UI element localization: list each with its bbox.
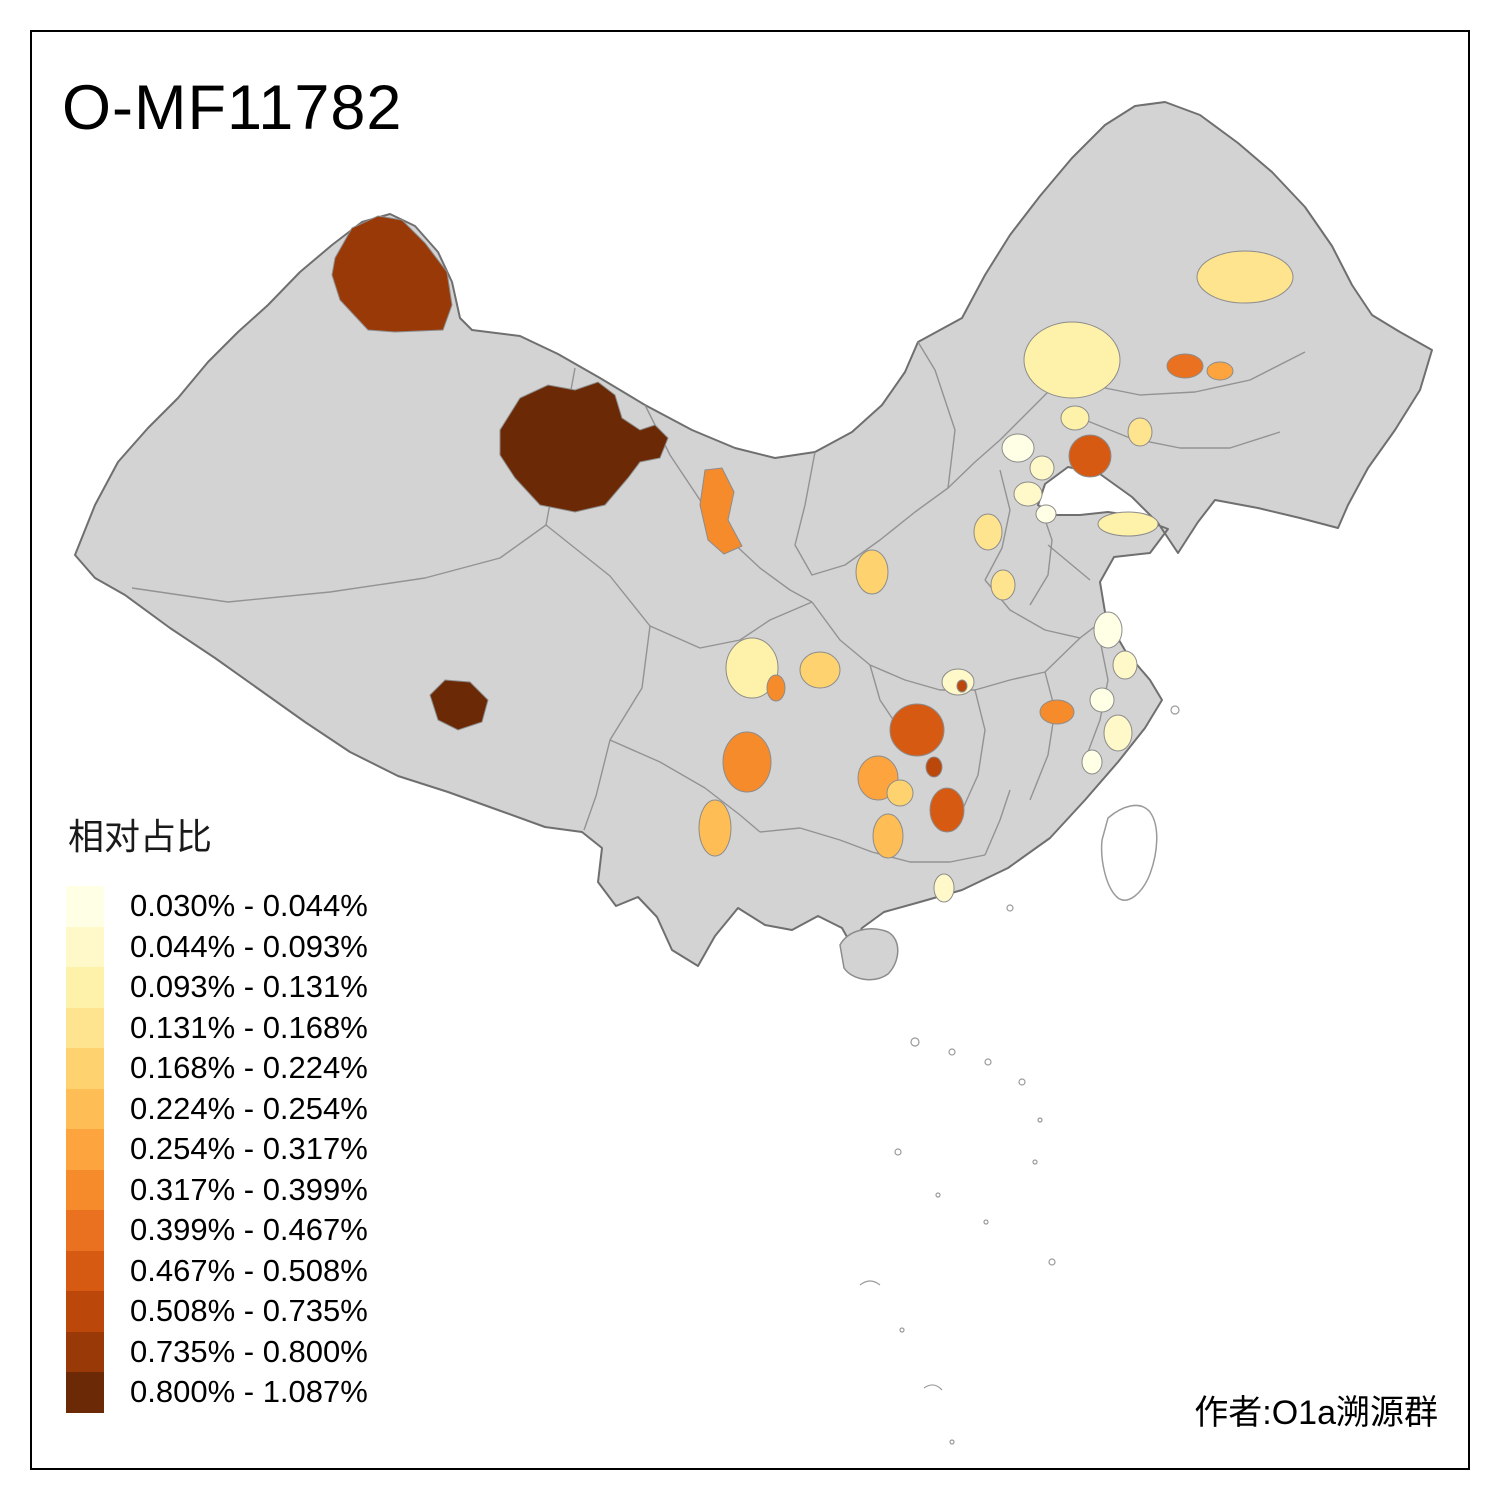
legend-swatch [66, 1048, 104, 1089]
map-region [799, 651, 841, 689]
legend: 相对占比 0.030% - 0.044% 0.044% - 0.093% 0.093… [66, 808, 368, 1413]
map-region [956, 679, 968, 693]
map-region [1029, 455, 1055, 481]
map-region [766, 674, 786, 702]
map-region [1112, 650, 1138, 680]
map-region [1206, 361, 1234, 381]
map-region [886, 779, 914, 807]
legend-swatch [66, 1169, 104, 1210]
legend-range-label: 0.317% - 0.399% [130, 1171, 368, 1207]
map-region [1023, 321, 1121, 399]
map-region [855, 549, 889, 595]
legend-item: 0.317% - 0.399% [66, 1169, 368, 1210]
data-regions [331, 215, 1294, 903]
legend-item: 0.224% - 0.254% [66, 1088, 368, 1129]
attribution: 作者:O1a溯源群 [1194, 1394, 1438, 1432]
legend-item: 0.735% - 0.800% [66, 1331, 368, 1372]
legend-item: 0.131% - 0.168% [66, 1007, 368, 1048]
map-region [889, 703, 945, 757]
legend-swatch [66, 1372, 104, 1413]
map-region [1013, 481, 1043, 507]
legend-item: 0.093% - 0.131% [66, 967, 368, 1008]
map-region [973, 513, 1003, 551]
legend-item: 0.168% - 0.224% [66, 1048, 368, 1089]
map-region [1089, 687, 1115, 713]
legend-swatch [66, 886, 104, 927]
legend-item: 0.399% - 0.467% [66, 1210, 368, 1251]
legend-range-label: 0.508% - 0.735% [130, 1293, 368, 1329]
legend-swatch [66, 1129, 104, 1170]
map-region [699, 467, 743, 555]
map-region [933, 873, 955, 903]
legend-item: 0.044% - 0.093% [66, 926, 368, 967]
legend-range-label: 0.131% - 0.168% [130, 1009, 368, 1045]
map-region [1127, 417, 1153, 447]
map-region [698, 799, 732, 857]
map-region [990, 569, 1016, 601]
legend-item: 0.254% - 0.317% [66, 1129, 368, 1170]
legend-range-label: 0.093% - 0.131% [130, 969, 368, 1005]
legend-swatch [66, 1291, 104, 1332]
south-china-sea-islands [859, 705, 1180, 1445]
map-region [925, 756, 943, 778]
legend-range-label: 0.044% - 0.093% [130, 928, 368, 964]
hainan-island [839, 928, 899, 981]
map-region [1068, 434, 1112, 478]
map-region [929, 787, 965, 833]
map-region [1001, 433, 1035, 463]
map-region [331, 215, 453, 333]
map-region [1093, 611, 1123, 649]
legend-range-label: 0.030% - 0.044% [130, 888, 368, 924]
legend-swatch [66, 1210, 104, 1251]
map-region [1103, 714, 1133, 752]
map-region [1060, 405, 1090, 431]
legend-range-label: 0.467% - 0.508% [130, 1252, 368, 1288]
legend-range-label: 0.254% - 0.317% [130, 1131, 368, 1167]
legend-item: 0.508% - 0.735% [66, 1291, 368, 1332]
map-region [872, 813, 904, 859]
legend-title: 相对占比 [68, 816, 213, 857]
legend-range-label: 0.224% - 0.254% [130, 1090, 368, 1126]
map-region [1039, 699, 1075, 725]
legend-swatch [66, 1331, 104, 1372]
map-region [1166, 353, 1204, 379]
legend-list: 0.030% - 0.044% 0.044% - 0.093% 0.093% - 0… [66, 886, 368, 1413]
taiwan-island [1100, 804, 1158, 901]
legend-range-label: 0.800% - 1.087% [130, 1374, 368, 1410]
map-region [1035, 504, 1057, 524]
map-region [722, 731, 772, 793]
legend-swatch [66, 1250, 104, 1291]
map-region [725, 637, 779, 699]
legend-swatch [66, 967, 104, 1008]
map-region [1081, 749, 1103, 775]
legend-range-label: 0.399% - 0.467% [130, 1212, 368, 1248]
legend-swatch [66, 1007, 104, 1048]
legend-item: 0.800% - 1.087% [66, 1372, 368, 1413]
page-title: O-MF11782 [62, 73, 403, 143]
legend-swatch [66, 926, 104, 967]
legend-item: 0.467% - 0.508% [66, 1250, 368, 1291]
map-region [429, 679, 489, 731]
legend-range-label: 0.735% - 0.800% [130, 1333, 368, 1369]
map-region [1196, 250, 1294, 304]
map-region [499, 381, 669, 513]
legend-swatch [66, 1088, 104, 1129]
map-region [1097, 511, 1159, 537]
legend-range-label: 0.168% - 0.224% [130, 1050, 368, 1086]
legend-item: 0.030% - 0.044% [66, 886, 368, 927]
